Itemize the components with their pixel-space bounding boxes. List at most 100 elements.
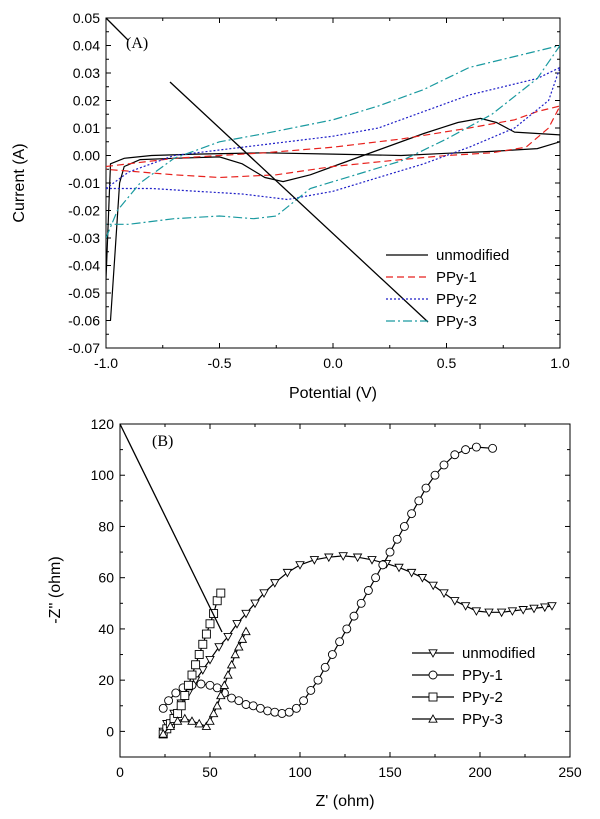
x-tick-label: 1.0	[550, 355, 570, 371]
data-point-unmodified	[324, 553, 334, 563]
y-tick-label: -0.01	[68, 175, 100, 191]
data-point-ppy-2	[216, 588, 226, 598]
data-point-ppy-1	[313, 675, 323, 685]
data-point-ppy-3	[241, 626, 251, 636]
data-point-ppy-3	[226, 659, 237, 669]
data-point-ppy-1	[356, 598, 366, 608]
legend-entry-unmodified: unmodified	[412, 645, 535, 662]
legend-marker-ppy-2	[428, 692, 438, 702]
data-point-ppy-1	[342, 624, 352, 634]
data-point-ppy-3	[237, 634, 248, 643]
data-point-unmodified	[518, 606, 528, 615]
series-ppy-3	[158, 626, 251, 738]
x-tick-label: 250	[558, 764, 582, 780]
data-point-ppy-1	[270, 707, 280, 717]
panel-a-x-ticks: -1.0 -0.5 0.0 0.5 1.0	[94, 18, 570, 371]
y-tick-label: 0	[106, 723, 114, 739]
y-tick-label: 0.02	[73, 93, 100, 109]
data-point-unmodified	[547, 602, 557, 611]
data-point-ppy-2	[205, 619, 215, 629]
y-tick-label: 0.04	[73, 38, 100, 54]
data-point-ppy-2	[183, 680, 193, 690]
legend-label-ppy-2: PPy-2	[462, 689, 503, 706]
y-tick-label: -0.07	[68, 340, 100, 356]
data-point-ppy-1	[349, 611, 359, 621]
data-point-ppy-3	[223, 670, 233, 679]
data-point-ppy-1	[471, 442, 481, 452]
y-tick-label: -0.05	[68, 285, 100, 301]
y-tick-label: 120	[91, 416, 115, 432]
series-line-ppy-3	[106, 44, 560, 239]
legend-entry-ppy-1: PPy-1	[412, 667, 503, 684]
panel-a-x-axis-label: Potential (V)	[289, 385, 377, 402]
y-tick-label: 80	[98, 518, 114, 534]
panel-b-annotations	[119, 423, 223, 633]
data-point-unmodified	[471, 607, 482, 616]
data-point-ppy-3	[219, 680, 230, 689]
data-point-unmodified	[214, 643, 224, 652]
data-point-unmodified	[205, 656, 215, 665]
data-point-ppy-3	[172, 716, 183, 725]
series-line-ppy-2	[106, 66, 560, 201]
legend-entry-ppy-3: PPy-3	[386, 313, 477, 330]
data-point-ppy-1	[450, 450, 460, 460]
data-point-ppy-1	[196, 679, 206, 689]
y-tick-label: -0.02	[68, 203, 100, 219]
legend-entry-unmodified: unmodified	[386, 247, 509, 264]
legend-label-ppy-1: PPy-1	[436, 269, 477, 286]
data-point-unmodified	[507, 607, 518, 616]
legend-marker-ppy-3	[428, 714, 438, 723]
legend-entry-ppy-1: PPy-1	[386, 269, 477, 286]
data-point-ppy-1	[488, 443, 498, 453]
data-point-unmodified	[460, 602, 471, 611]
legend-label-ppy-2: PPy-2	[436, 291, 477, 308]
x-tick-label: 0.5	[437, 355, 457, 371]
panel-b-label: (B)	[152, 433, 173, 450]
y-tick-label: 0.03	[73, 65, 100, 81]
data-point-ppy-1	[263, 706, 273, 716]
data-point-ppy-1	[320, 662, 330, 672]
data-point-ppy-1	[363, 586, 373, 595]
data-point-ppy-1	[212, 683, 222, 693]
data-point-ppy-1	[392, 534, 402, 544]
panel-a: -1.0 -0.5 0.0 0.5 1.0 0.050.040.030.020.010.…	[11, 10, 570, 402]
data-point-ppy-1	[399, 522, 409, 531]
data-point-unmodified	[496, 608, 507, 618]
x-tick-label: 150	[378, 764, 402, 780]
panel-a-plot-frame	[105, 17, 561, 349]
x-tick-label: -1.0	[94, 355, 118, 371]
series-ppy-2	[106, 66, 560, 201]
series-line-ppy-1	[162, 446, 493, 715]
data-point-unmodified	[394, 563, 404, 573]
data-point-ppy-3	[208, 708, 219, 718]
x-tick-label: 0	[116, 764, 124, 780]
data-point-ppy-3	[187, 716, 197, 725]
data-point-ppy-1	[171, 688, 181, 698]
data-point-ppy-3	[194, 718, 204, 728]
data-point-ppy-1	[414, 496, 424, 506]
data-point-unmodified	[270, 579, 280, 588]
y-tick-label: -0.04	[68, 258, 100, 274]
panel-a-diagonal-line-2	[169, 81, 429, 323]
data-point-ppy-1	[284, 707, 294, 717]
legend-label-ppy-3: PPy-3	[436, 313, 477, 330]
y-tick-label: 0.00	[73, 148, 100, 164]
data-point-ppy-2	[176, 701, 186, 711]
data-point-unmodified	[450, 597, 460, 606]
data-point-ppy-1	[371, 573, 381, 583]
panel-a-series	[106, 44, 560, 321]
data-point-ppy-1	[335, 637, 345, 647]
data-point-ppy-2	[201, 629, 211, 639]
legend-label-ppy-1: PPy-1	[462, 667, 503, 684]
data-point-ppy-1	[299, 696, 309, 706]
data-point-ppy-1	[378, 560, 388, 570]
data-point-unmodified	[232, 620, 242, 629]
panel-b-legend: unmodified PPy-1 PPy-2 PPy-3	[412, 645, 535, 728]
legend-label-unmodified: unmodified	[436, 247, 509, 264]
data-point-unmodified	[406, 568, 417, 578]
data-point-unmodified	[223, 632, 233, 642]
x-tick-label: 0.0	[323, 355, 343, 371]
panel-a-y-axis-label: Current (A)	[11, 143, 28, 222]
